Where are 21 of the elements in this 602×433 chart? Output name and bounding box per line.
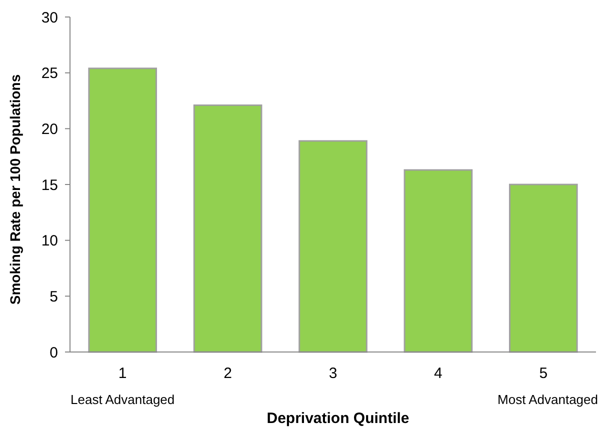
x-tick-label: 2 [224,365,232,382]
x-axis-title: Deprivation Quintile [266,410,410,427]
x-tick-label: 3 [328,365,338,382]
y-tick-label: 15 [41,176,58,194]
y-tick-label: 30 [41,9,58,26]
bar [508,184,578,353]
bar [88,68,158,353]
y-tick-label: 5 [50,288,58,306]
bar [298,140,368,353]
y-tick-label: 0 [50,344,58,362]
bar [404,169,473,353]
bar [193,104,262,353]
x-tick-label: 5 [539,365,548,382]
text: Most Advantaged [498,392,598,407]
x-tick-label: 4 [434,365,442,382]
x-tick-label: 1 [118,365,127,382]
y-tick-label: 25 [41,65,58,82]
y-tick-label: 20 [41,120,58,138]
text: Least Advantaged [70,392,175,407]
y-axis-title: Smoking Rate per 100 Populations [7,74,23,305]
y-tick-label: 10 [41,232,58,250]
